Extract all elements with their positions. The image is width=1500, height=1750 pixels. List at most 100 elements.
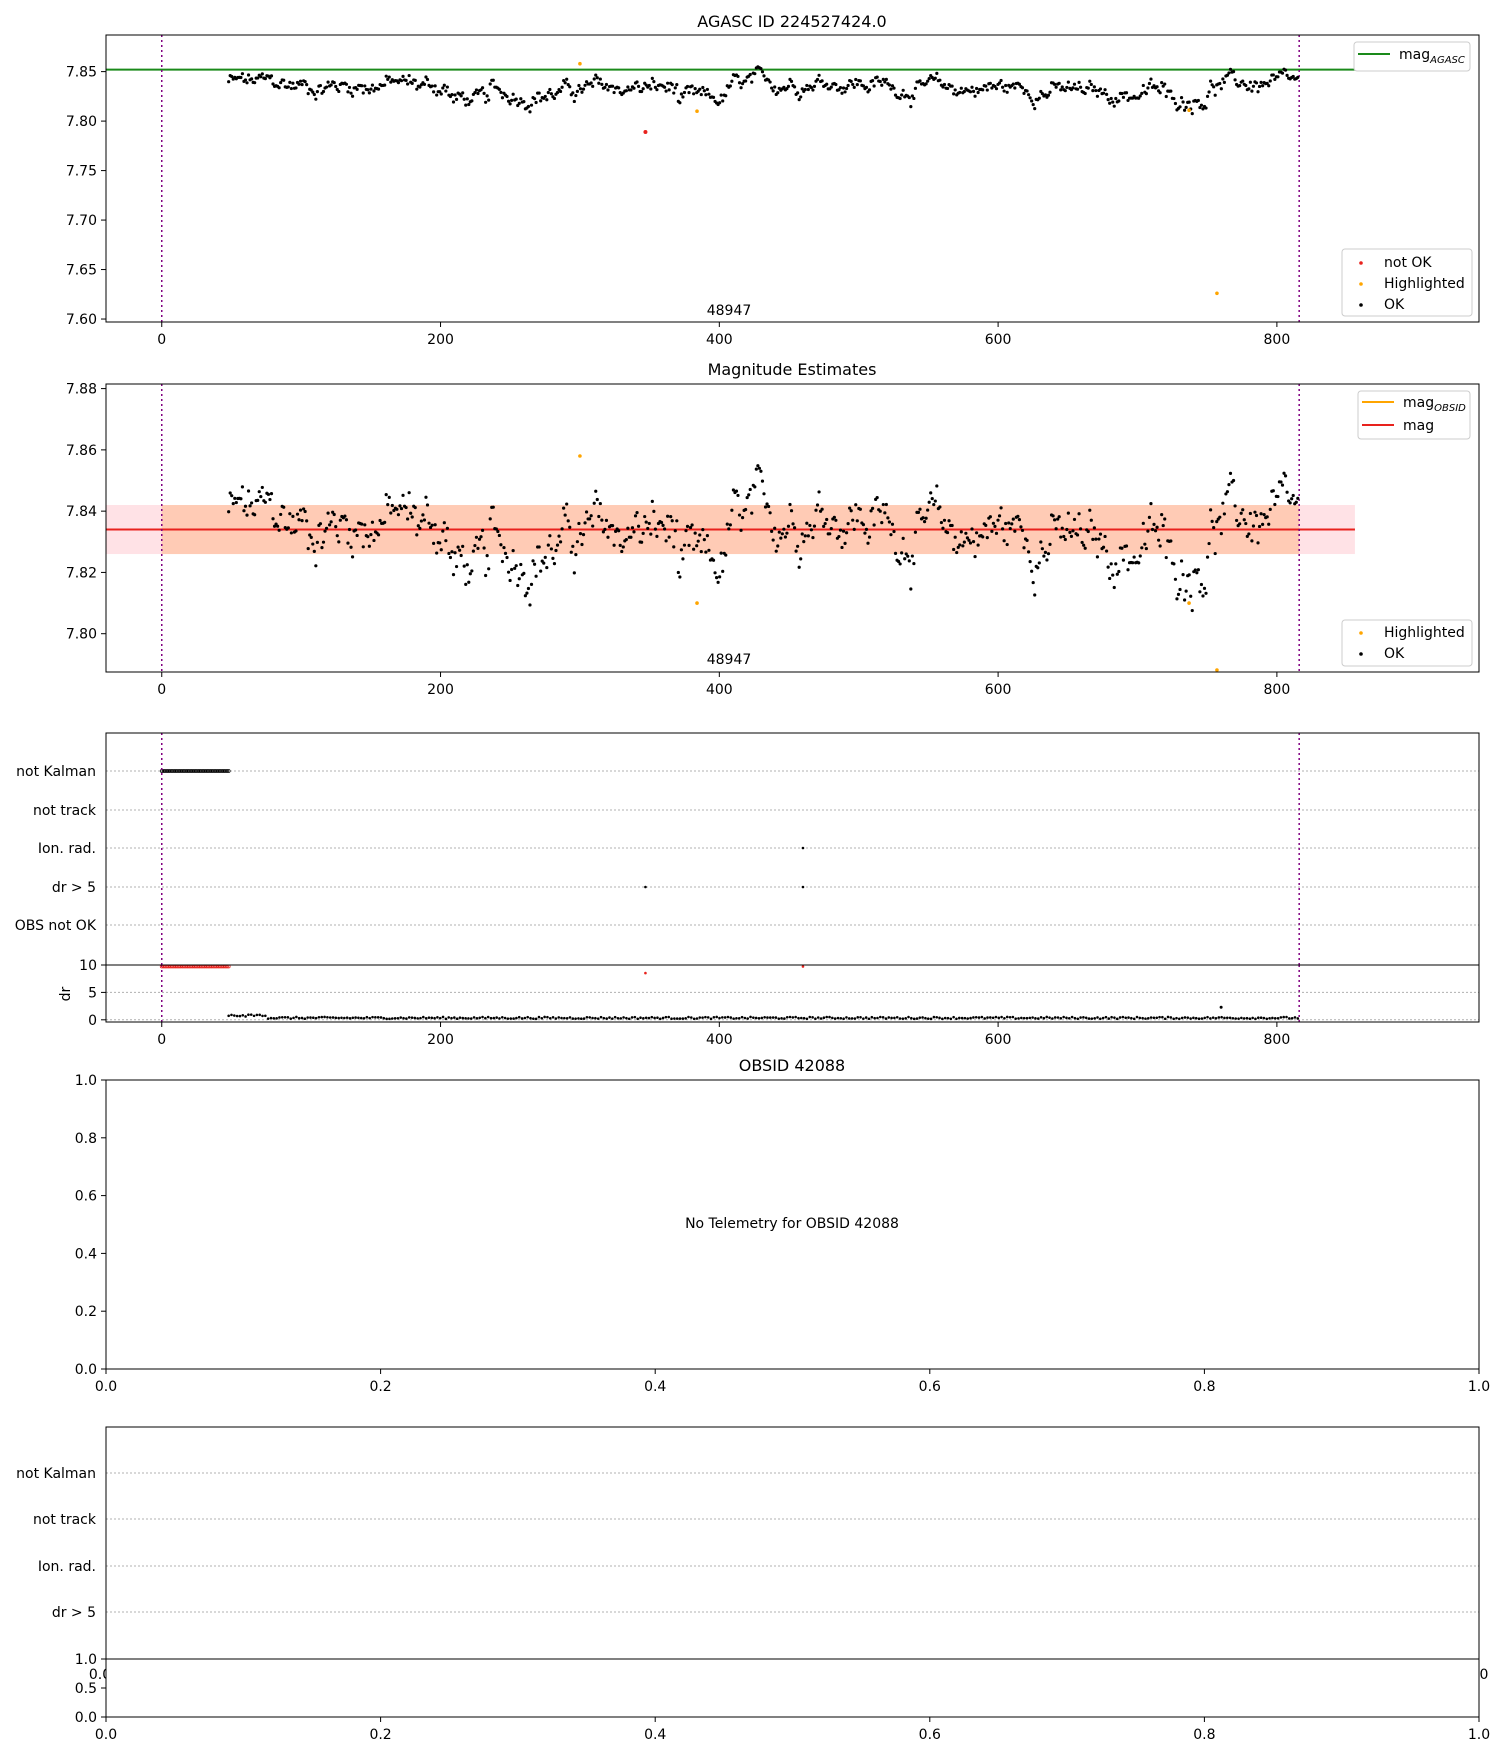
ok-point: [800, 87, 804, 91]
ok-point: [1164, 555, 1168, 560]
ok-point: [1124, 91, 1129, 95]
dr-ok-point: [1104, 1015, 1108, 1019]
dr-ok-point: [664, 1015, 668, 1019]
ok-point: [797, 98, 801, 102]
flags-axes-frame: [105, 732, 1480, 966]
clipped-right-tick: 0: [1480, 1667, 1489, 1683]
dr-ok-point: [636, 1017, 639, 1021]
x-tick-label: 0.2: [369, 1379, 391, 1395]
ok-point: [811, 535, 815, 540]
ok-point: [1280, 71, 1285, 75]
ok-point: [838, 86, 843, 90]
dr-ok-point: [560, 1016, 563, 1020]
dr-ok-point: [774, 1016, 778, 1019]
ok-point: [277, 86, 281, 90]
dr-ok-point: [320, 1015, 324, 1019]
agasc-legend-ok: OK: [1384, 297, 1405, 313]
ok-point: [961, 544, 965, 548]
not-kalman-point: [221, 769, 226, 773]
ok-point: [837, 534, 841, 539]
dr-ok-point: [1169, 1016, 1173, 1019]
ok-point: [288, 512, 292, 516]
ok-point: [511, 549, 515, 553]
ok-point: [870, 79, 875, 83]
ok-point: [386, 503, 390, 507]
ok-point: [1196, 98, 1200, 103]
ok-point: [912, 561, 916, 566]
dr-ok-point: [706, 1016, 710, 1019]
ok-point: [699, 549, 703, 554]
ok-point: [581, 87, 586, 91]
ok-point: [1048, 542, 1052, 546]
ok-point: [595, 497, 599, 502]
dr-ok-point: [1000, 1015, 1003, 1019]
ok-point: [514, 564, 518, 568]
ok-point: [690, 523, 694, 527]
ok-point: [788, 502, 792, 507]
dr-ok-point: [399, 1016, 403, 1019]
ok-point: [396, 81, 401, 85]
ok-point: [970, 527, 974, 531]
ok-point: [487, 567, 491, 571]
dr-ok-point: [323, 1015, 326, 1019]
ok-point: [500, 559, 505, 564]
ok-point: [1259, 512, 1263, 516]
ok-point: [503, 551, 508, 555]
dr-ok-point: [862, 1017, 865, 1020]
magnitude-legend-top: magOBSID mag: [1357, 390, 1471, 440]
ok-point: [482, 546, 486, 550]
svg-text:magOBSID: magOBSID: [1403, 395, 1466, 414]
ok-point: [422, 518, 427, 522]
not-kalman-point: [201, 769, 205, 773]
ok-point: [973, 94, 977, 98]
ok-point: [505, 94, 509, 99]
ok-point: [702, 538, 706, 542]
x-tick-label: 0.2: [369, 1727, 391, 1743]
ok-point: [1088, 79, 1092, 83]
ok-point: [1101, 91, 1106, 95]
ok-point: [318, 522, 323, 526]
ok-point: [390, 503, 394, 508]
ok-point: [485, 553, 489, 558]
ok-point: [366, 535, 370, 539]
dr-ok-point: [484, 1016, 487, 1020]
ok-point: [410, 81, 414, 86]
ok-point: [497, 533, 501, 538]
ok-point: [1056, 517, 1060, 521]
ok-point: [780, 532, 784, 536]
ok-point: [1152, 522, 1156, 526]
dr-ok-point: [898, 1017, 902, 1020]
ok-point: [713, 571, 717, 575]
ok-point: [687, 90, 691, 95]
dr-ok-point: [681, 1017, 685, 1020]
ok-point: [1285, 73, 1289, 77]
dr-ok-point: [548, 1016, 552, 1020]
ok-point: [1228, 67, 1233, 71]
ok-point: [372, 538, 376, 543]
dr-ok-point: [1172, 1017, 1175, 1021]
ok-point: [690, 84, 694, 88]
ok-point: [707, 92, 711, 96]
ok-point: [510, 567, 514, 572]
ok-point: [1103, 88, 1107, 92]
ok-point: [464, 582, 468, 586]
ok-point: [584, 80, 589, 84]
ok-point: [597, 81, 601, 85]
ok-point: [406, 517, 410, 521]
ok-point: [640, 89, 644, 94]
ok-point: [777, 530, 781, 534]
ok-point: [514, 97, 518, 101]
dr-ok-point: [405, 1017, 408, 1020]
ok-point: [510, 98, 514, 102]
ok-point: [844, 86, 849, 91]
ok-point: [592, 501, 596, 505]
dr-ok-point: [907, 1015, 910, 1019]
ok-point: [543, 555, 547, 559]
y-tick-label: 7.75: [66, 164, 97, 180]
ok-point: [1213, 93, 1217, 97]
dr-ok-point: [1146, 1017, 1150, 1020]
dr-ok-point: [261, 1014, 264, 1018]
ok-point: [1005, 542, 1009, 547]
ok-point: [974, 531, 979, 535]
